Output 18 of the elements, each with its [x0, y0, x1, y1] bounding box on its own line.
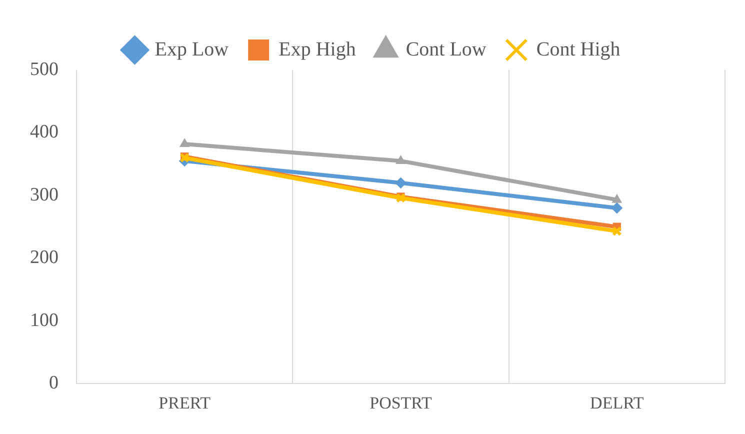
x-tick-label: DELRT: [590, 393, 644, 412]
legend-label: Cont High: [536, 38, 620, 60]
y-tick-label: 0: [49, 372, 58, 394]
y-tick-label: 500: [30, 58, 58, 80]
y-tick-label: 100: [30, 310, 58, 331]
y-tick-label: 400: [30, 122, 58, 143]
y-tick-label: 200: [30, 247, 58, 268]
x-tick-label: POSTRT: [370, 393, 432, 412]
point: [396, 155, 406, 164]
point: [395, 177, 406, 188]
x-tick-label: PRERT: [158, 393, 212, 412]
legend-label: Cont Low: [406, 38, 487, 60]
y-tick-label: 300: [30, 184, 58, 206]
point: [180, 138, 190, 148]
point: [612, 194, 622, 203]
point: [611, 202, 622, 214]
legend-label: Exp High: [278, 38, 356, 60]
legend-label: Exp Low: [154, 38, 230, 60]
